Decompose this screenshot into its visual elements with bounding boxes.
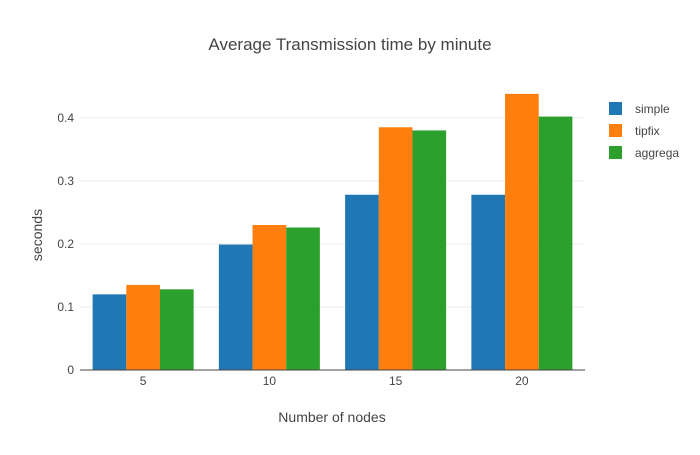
axes: 0 0.1 0.2 0.3 0.4 5 10 15 20: [57, 111, 585, 388]
chart-title: Average Transmission time by minute: [208, 35, 491, 54]
bar-aggrega-10: [286, 227, 320, 370]
bar-tipfix-5: [126, 284, 160, 370]
bar-tipfix-10: [252, 225, 287, 370]
x-axis-label: Number of nodes: [278, 409, 385, 425]
bars: [92, 93, 573, 370]
bar-simple-5: [92, 294, 127, 370]
bar-aggrega-5: [159, 289, 194, 370]
y-tick-label: 0.2: [57, 237, 74, 251]
y-axis-label: seconds: [29, 209, 45, 261]
legend-label-simple: simple: [635, 102, 670, 116]
bar-tipfix-15: [378, 127, 413, 370]
y-tick-label: 0.1: [57, 300, 74, 314]
x-tick-label: 15: [389, 374, 403, 388]
y-tick-label: 0.4: [57, 111, 74, 125]
x-tick-label: 20: [515, 374, 529, 388]
legend: simple tipfix aggrega: [609, 102, 679, 160]
y-tick-label: 0: [67, 363, 74, 377]
bar-aggrega-20: [538, 116, 573, 370]
legend-label-tipfix: tipfix: [635, 124, 660, 138]
legend-swatch-aggrega: [609, 146, 622, 159]
bar-tipfix-20: [505, 93, 539, 370]
y-tick-label: 0.3: [57, 174, 74, 188]
bar-aggrega-15: [412, 130, 447, 370]
bar-simple-15: [345, 194, 379, 370]
x-tick-label: 10: [263, 374, 277, 388]
legend-swatch-tipfix: [609, 124, 622, 137]
legend-swatch-simple: [609, 102, 622, 115]
x-tick-label: 5: [140, 374, 147, 388]
bar-simple-20: [471, 194, 506, 370]
legend-label-aggrega: aggrega: [635, 146, 679, 160]
bar-simple-10: [218, 244, 253, 370]
